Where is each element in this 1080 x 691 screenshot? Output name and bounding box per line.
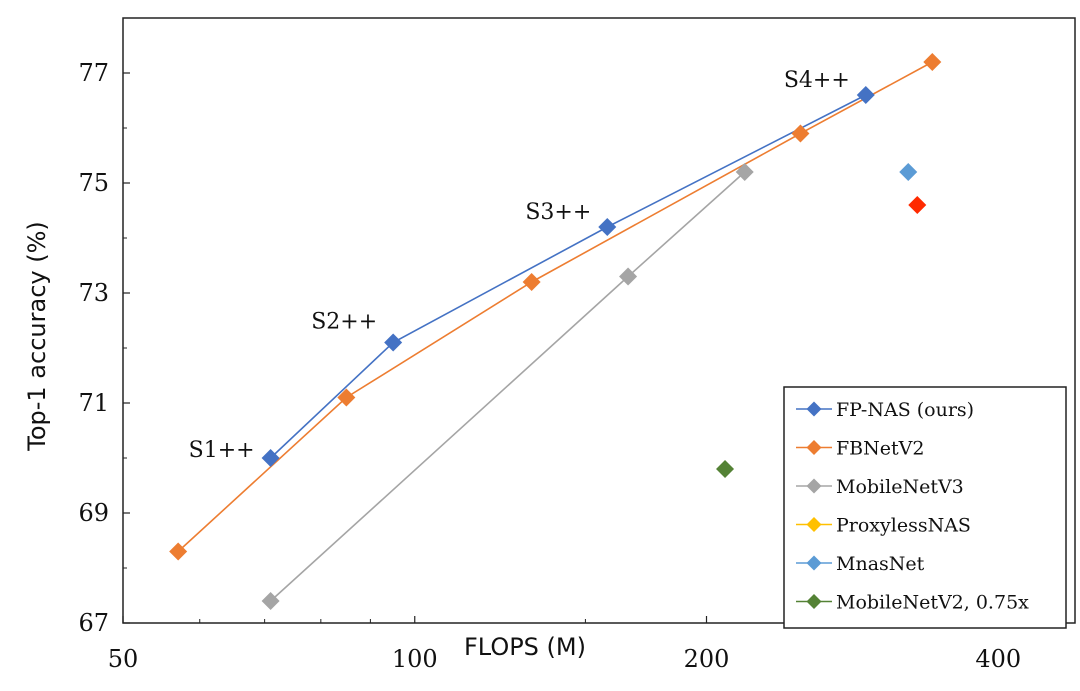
legend-label: FBNetV2 (836, 438, 924, 460)
data-point (522, 273, 541, 291)
data-point (908, 196, 927, 214)
legend-label: FP-NAS (ours) (836, 399, 974, 421)
legend: FP-NAS (ours) FBNetV2 MobileNetV3 Proxyless… (783, 386, 1067, 629)
y-tick-label: 67 (78, 609, 109, 637)
data-point (899, 163, 918, 181)
x-axis-title: FLOPS (M) (464, 633, 586, 661)
data-point (791, 124, 810, 143)
x-tick-label: 50 (108, 645, 139, 673)
legend-swatch-marker (806, 517, 822, 532)
data-point (856, 86, 875, 104)
y-tick-label: 73 (78, 279, 109, 307)
point-annotation: S4++ (784, 68, 850, 93)
point-annotation: S3++ (525, 200, 591, 225)
x-tick-label: 100 (392, 645, 438, 673)
legend-label: MnasNet (836, 553, 925, 575)
data-point (337, 388, 356, 407)
data-point (384, 333, 403, 352)
point-annotation: S1++ (189, 438, 255, 463)
legend-label: MobileNetV3 (836, 476, 964, 498)
series-markers (169, 53, 942, 610)
legend-swatch-marker (806, 440, 822, 455)
axis-ticks: 67 69 71 73 75 77 50 100 200 400 (78, 59, 1021, 673)
legend-label: ProxylessNAS (836, 515, 971, 537)
plot-border (122, 17, 1076, 624)
data-point (716, 460, 735, 478)
x-tick-label: 400 (975, 645, 1021, 673)
data-point (598, 218, 617, 236)
legend-swatch-marker (806, 401, 822, 417)
point-annotations: S1++ S2++ S3++ S4++ (189, 68, 850, 463)
legend-swatch-marker (806, 594, 822, 609)
data-point (169, 542, 188, 561)
plot-frame (122, 17, 1076, 624)
point-annotation: S2++ (311, 310, 377, 335)
legend-box (783, 386, 1067, 629)
legend-swatch-marker (806, 555, 822, 571)
data-point (261, 449, 280, 467)
y-tick-label: 77 (78, 59, 109, 87)
y-axis-title: Top-1 accuracy (%) (23, 221, 51, 452)
series-line (270, 94, 867, 459)
series-line (270, 171, 746, 602)
x-tick-label: 200 (684, 645, 730, 673)
y-tick-label: 71 (78, 389, 109, 417)
data-point (261, 592, 280, 610)
legend-label: MobileNetV2, 0.75x (836, 592, 1029, 614)
y-tick-label: 75 (78, 169, 109, 197)
data-point (735, 163, 754, 181)
y-tick-label: 69 (78, 499, 109, 527)
data-point (923, 53, 942, 71)
legend-swatch-marker (806, 478, 822, 494)
data-point (619, 267, 638, 286)
